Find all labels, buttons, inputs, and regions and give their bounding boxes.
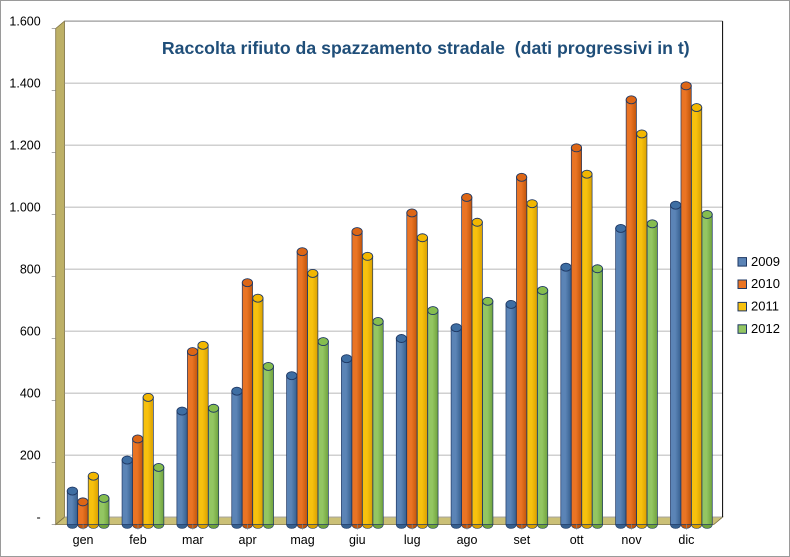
svg-text:1.400: 1.400 <box>9 77 40 91</box>
svg-text:giu: giu <box>349 533 366 547</box>
svg-text:lug: lug <box>404 533 421 547</box>
svg-text:ago: ago <box>457 533 478 547</box>
svg-text:2011: 2011 <box>751 299 779 314</box>
svg-text:set: set <box>514 533 531 547</box>
svg-text:-: - <box>37 511 41 525</box>
svg-text:600: 600 <box>20 325 41 339</box>
svg-text:ott: ott <box>570 533 584 547</box>
svg-text:apr: apr <box>239 533 257 547</box>
svg-text:2012: 2012 <box>751 321 780 336</box>
svg-text:feb: feb <box>129 533 146 547</box>
svg-text:nov: nov <box>621 533 642 547</box>
svg-text:1.200: 1.200 <box>9 139 40 153</box>
svg-text:200: 200 <box>20 449 41 463</box>
svg-text:2010: 2010 <box>751 276 780 291</box>
svg-text:mag: mag <box>290 533 314 547</box>
svg-text:2009: 2009 <box>751 254 780 269</box>
svg-text:mar: mar <box>182 533 204 547</box>
svg-text:1.600: 1.600 <box>9 15 40 29</box>
svg-text:dic: dic <box>678 533 694 547</box>
svg-text:400: 400 <box>20 387 41 401</box>
svg-text:800: 800 <box>20 263 41 277</box>
svg-text:1.000: 1.000 <box>9 201 40 215</box>
svg-text:gen: gen <box>73 533 94 547</box>
svg-text:Raccolta rifiuto da spazzament: Raccolta rifiuto da spazzamento stradale… <box>162 38 690 58</box>
